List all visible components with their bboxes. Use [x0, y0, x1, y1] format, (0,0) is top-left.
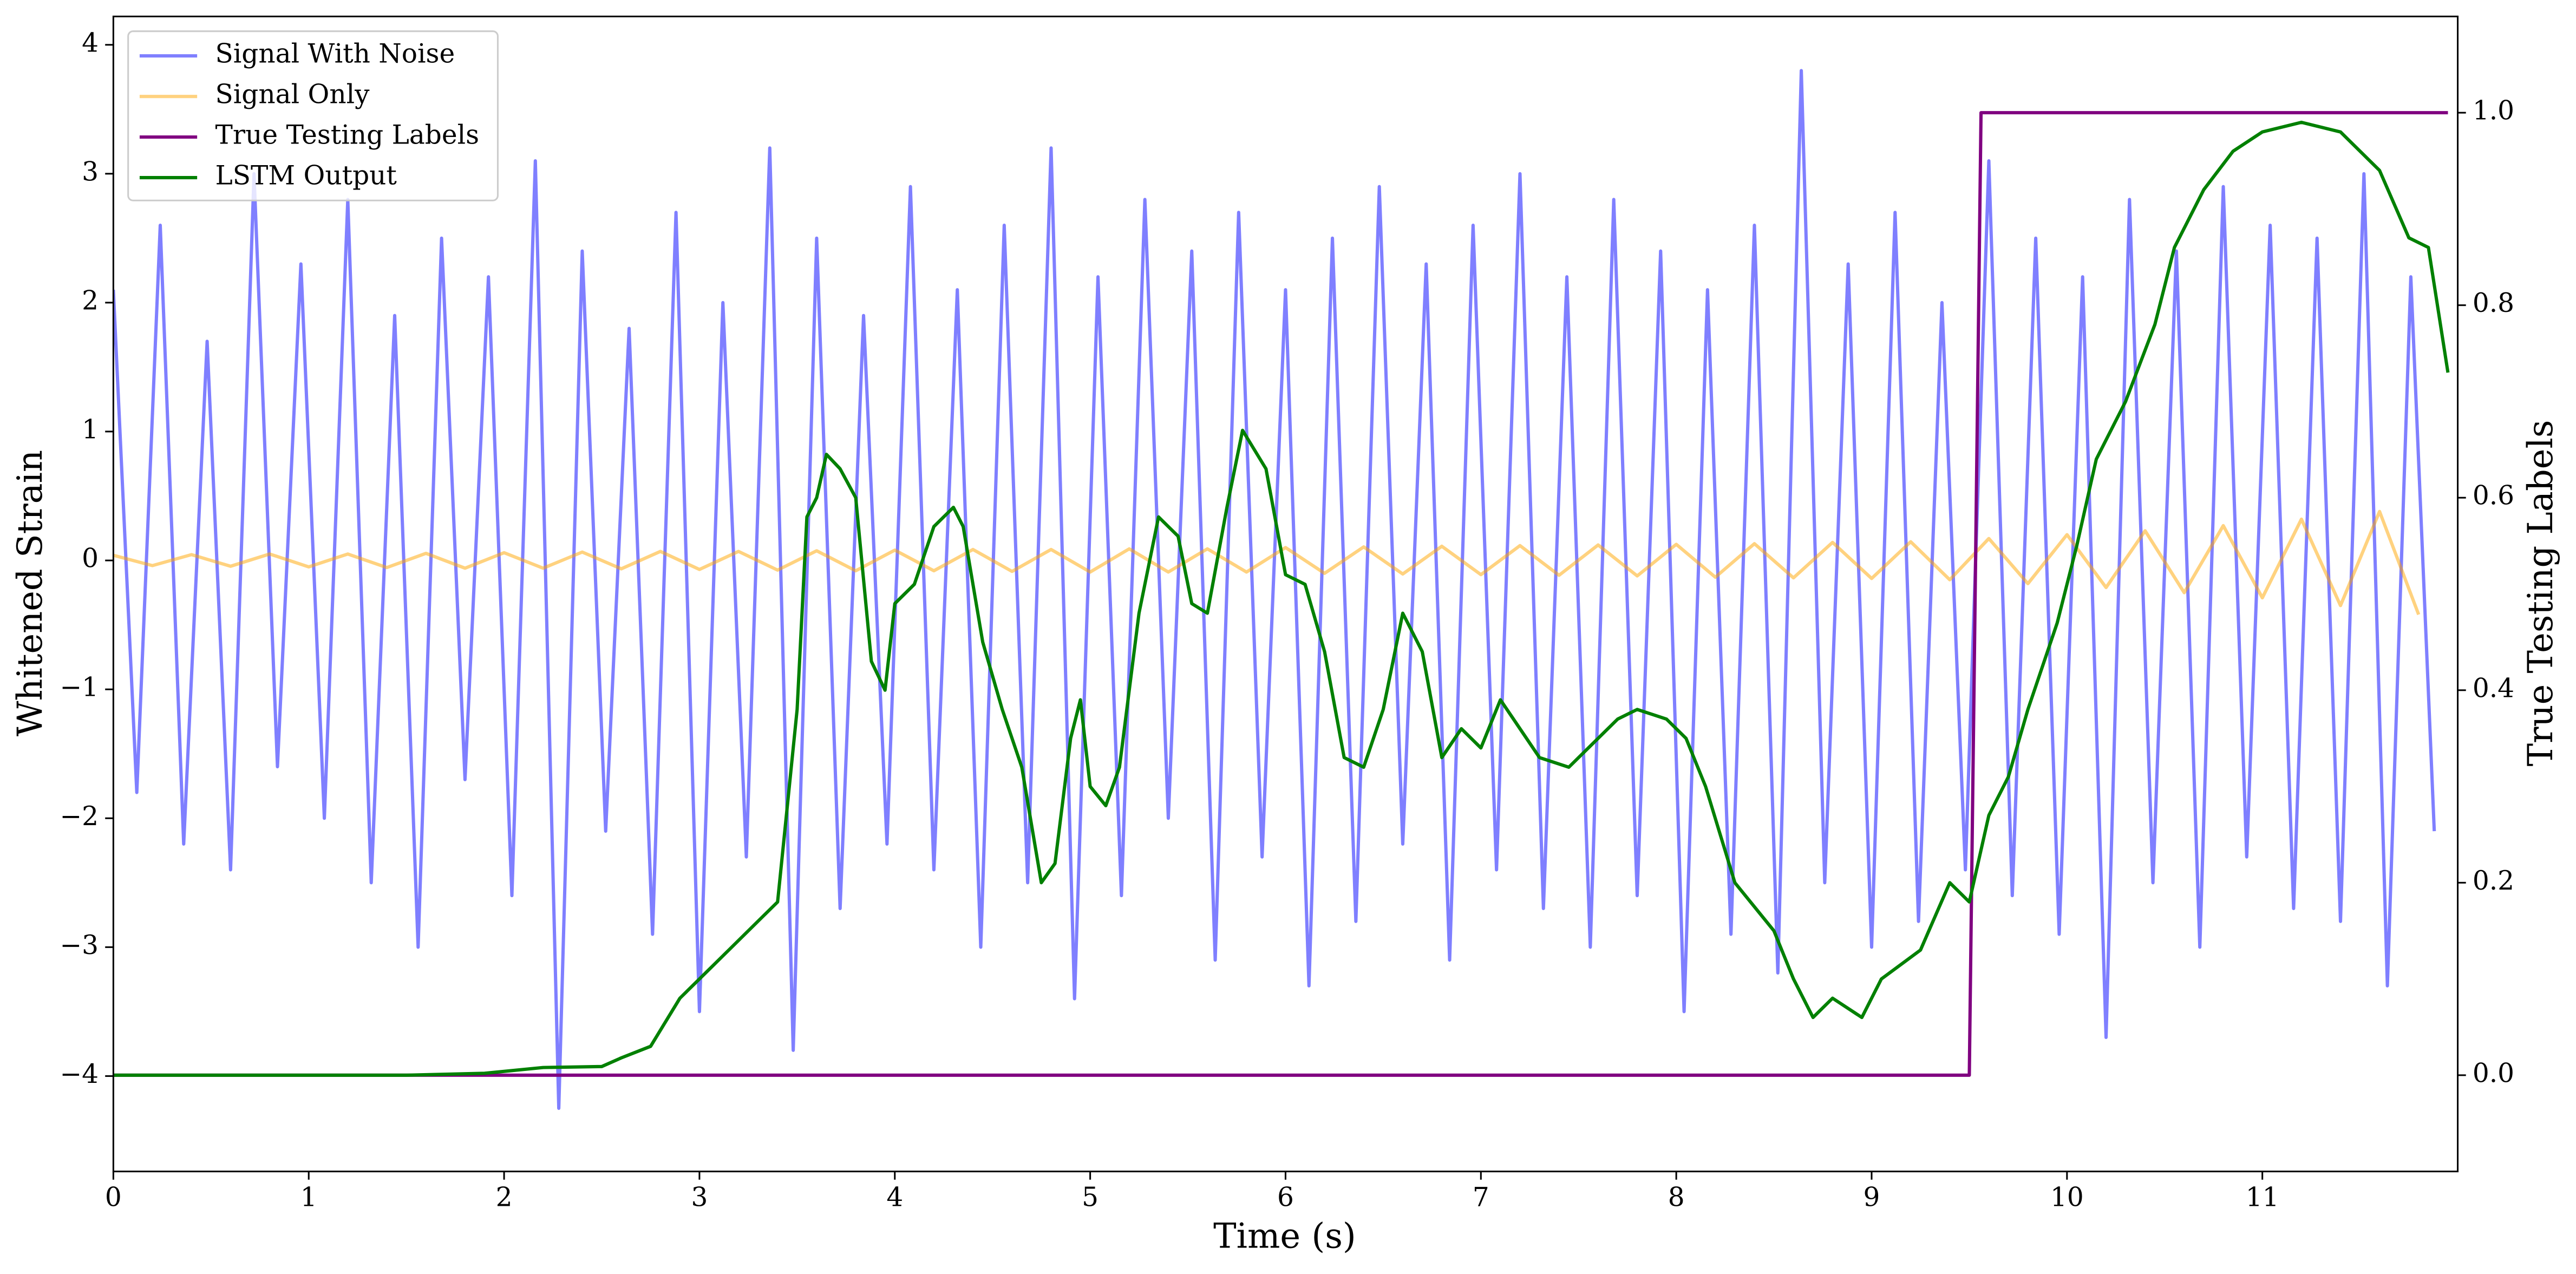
- y-tick-label: 3: [82, 156, 99, 187]
- y-tick-label: −4: [60, 1059, 99, 1089]
- series-line: [113, 509, 2421, 616]
- y-tick-label: 1: [82, 415, 99, 445]
- x-tick-label: 9: [1864, 1182, 1880, 1213]
- x-tick-label: 3: [691, 1182, 708, 1213]
- x-tick-label: 7: [1473, 1182, 1489, 1213]
- axes-frame: [112, 15, 2459, 1173]
- x-tick-label: 8: [1668, 1182, 1685, 1213]
- x-tick-label: 11: [2246, 1182, 2279, 1213]
- series-line: [113, 120, 2450, 1077]
- plot-area: [113, 69, 2450, 1110]
- y-tick-label: −3: [60, 930, 99, 961]
- x-tick-label: 1: [300, 1182, 317, 1213]
- y2-tick-label: 0.4: [2473, 673, 2514, 703]
- y-tick-label: 0: [82, 544, 99, 574]
- y2-tick-label: 0.0: [2473, 1058, 2514, 1088]
- y-tick-label: −1: [60, 672, 99, 703]
- x-tick-label: 2: [496, 1182, 513, 1213]
- legend: Signal With Noise Signal Only True Testing…: [127, 30, 499, 201]
- y2-axis-label: True Testing Labels: [2521, 420, 2561, 767]
- x-tick-label: 4: [886, 1182, 903, 1213]
- series-line: [113, 111, 2448, 1077]
- y2-tick-label: 1.0: [2473, 96, 2514, 126]
- x-tick-label: 5: [1082, 1182, 1099, 1213]
- legend-label: LSTM Output: [215, 161, 397, 191]
- series-line: [113, 69, 2436, 1110]
- y2-tick-label: 0.6: [2473, 481, 2514, 511]
- x-tick-label: 10: [2050, 1182, 2084, 1213]
- x-axis-label: Time (s): [1213, 1217, 1356, 1257]
- legend-label: Signal With Noise: [215, 39, 455, 69]
- x-tick-label: 6: [1277, 1182, 1294, 1213]
- y2-tick-label: 0.2: [2473, 866, 2514, 896]
- y-axis-label: Whitened Strain: [10, 450, 50, 736]
- legend-box: [127, 30, 499, 201]
- y-tick-label: −2: [60, 801, 99, 832]
- legend-label: Signal Only: [215, 80, 370, 110]
- y2-tick-label: 0.8: [2473, 288, 2514, 318]
- y-tick-label: 2: [82, 285, 99, 316]
- y-tick-label: 4: [82, 28, 99, 58]
- legend-label: True Testing Labels: [215, 120, 480, 151]
- x-tick-label: 0: [105, 1182, 122, 1213]
